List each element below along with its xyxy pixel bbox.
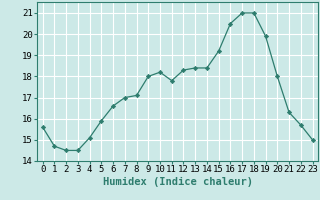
X-axis label: Humidex (Indice chaleur): Humidex (Indice chaleur) — [103, 177, 252, 187]
